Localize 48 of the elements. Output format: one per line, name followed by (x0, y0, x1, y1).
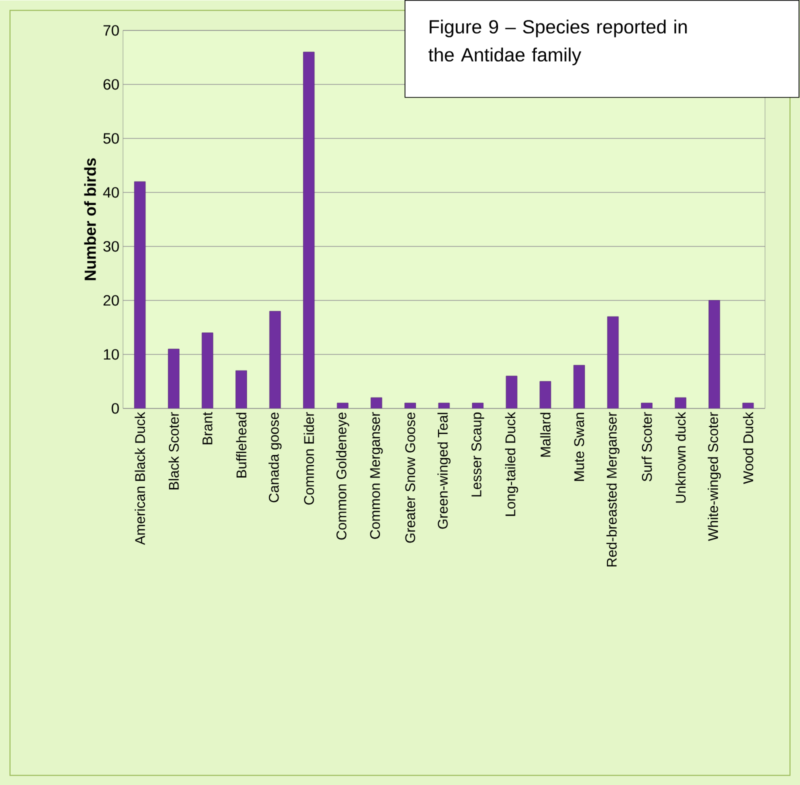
bar (674, 397, 686, 408)
bar (641, 402, 652, 408)
x-tick-label: Common Eider (304, 412, 314, 504)
y-tick-label: 30 (103, 240, 119, 252)
x-tick-label: Long-tailed Duck (505, 412, 518, 516)
bar (236, 370, 247, 408)
chart-title: Figure 9 – Species reported in the Antidae family (428, 19, 687, 66)
y-tick-label: 40 (103, 186, 119, 198)
x-tick-label: Brant (202, 412, 212, 444)
x-tick-label: Mute Swan (574, 412, 584, 481)
x-tick-label: White-winged Scoter (708, 412, 721, 541)
y-tick-label: 10 (104, 348, 119, 360)
y-tick-label: 20 (104, 294, 119, 306)
x-tick-label: Red-breasted Merganser (606, 412, 620, 566)
bar (708, 300, 720, 408)
x-tick-label: Green-winged Teal (437, 412, 451, 529)
bar (134, 181, 146, 408)
bar (269, 310, 281, 408)
x-tick-label: Wood Duck (742, 412, 754, 484)
x-tick-label: Bufflehead (236, 412, 246, 478)
bar (370, 397, 382, 408)
y-tick-label: 50 (103, 132, 119, 144)
y-tick-label: 0 (112, 402, 119, 414)
x-tick-label: Mallard (540, 412, 551, 456)
y-axis-title: Number of birds (84, 158, 96, 280)
x-tick-label: Greater Snow Goose (405, 412, 416, 543)
bar (168, 348, 180, 408)
x-tick-label: Lesser Scaup (471, 412, 484, 496)
bar (303, 52, 315, 408)
x-tick-label: Canada goose (268, 412, 282, 502)
bar (540, 381, 552, 408)
bar (506, 376, 518, 408)
y-tick-label: 60 (104, 78, 119, 90)
bar (202, 332, 214, 408)
bar (336, 402, 348, 408)
x-tick-label: American Black Duck (134, 412, 146, 545)
x-tick-label: Unknown duck (675, 412, 686, 502)
bar (573, 364, 585, 408)
bar (438, 402, 450, 408)
bar (404, 402, 416, 408)
x-tick-label: Black Scoter (168, 412, 179, 490)
y-tick-label: 70 (104, 24, 119, 36)
bar (742, 402, 754, 408)
bar (472, 402, 484, 408)
x-tick-label: Common Goldeneye (336, 412, 350, 540)
x-tick-label: Surf Scoter (642, 412, 652, 482)
x-tick-label: Common Merganser (370, 412, 383, 539)
bar (607, 316, 619, 408)
